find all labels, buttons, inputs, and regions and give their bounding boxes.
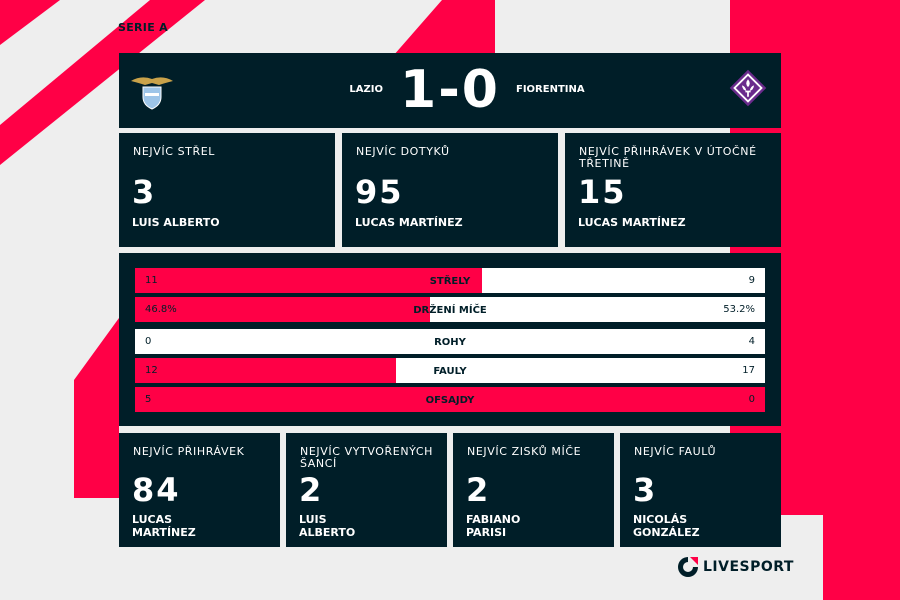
card-title: NEJVÍC FAULŮ <box>634 445 717 458</box>
home-value: 5 <box>145 394 152 405</box>
home-fill <box>135 387 765 412</box>
home-value: 46.8% <box>145 304 177 315</box>
fiorentina-lily-crest-icon <box>729 69 767 107</box>
away-team-name: FIORENTINA <box>516 84 585 95</box>
home-fill <box>135 297 430 322</box>
card-value: 84 <box>132 471 181 509</box>
away-value: 9 <box>748 275 755 286</box>
stat-label: ROHY <box>434 337 466 348</box>
brand-name: LIVESPORT <box>703 559 794 575</box>
top-card-touches: NEJVÍC DOTYKŮ 95 LUCAS MARTÍNEZ <box>342 133 558 247</box>
card-title: NEJVÍC PŘIHRÁVEK V ÚTOČNÉ TŘETINĚ <box>579 145 757 170</box>
player-second-line: GONZÁLEZ <box>633 526 700 539</box>
stat-row-shots: 11 STŘELY 9 <box>135 268 765 293</box>
away-value: 17 <box>742 365 755 376</box>
top-card-shots: NEJVÍC STŘEL 3 LUIS ALBERTO <box>119 133 335 247</box>
card-player: LUCAS MARTÍNEZ <box>355 216 463 229</box>
team-stats-panel: 11 STŘELY 9 46.8% DRŽENÍ MÍČE 53.2% 0 RO… <box>119 253 781 426</box>
card-value: 2 <box>466 471 491 509</box>
match-header: LAZIO 1-0 FIORENTINA <box>119 53 781 128</box>
livesport-logo-icon <box>678 557 698 577</box>
player-first-line: NICOLÁS <box>633 513 688 526</box>
home-team-name: LAZIO <box>349 84 383 95</box>
card-player: NICOLÁS GONZÁLEZ <box>633 513 700 539</box>
card-title: NEJVÍC ZISKŮ MÍČE <box>467 445 582 458</box>
card-title: NEJVÍC DOTYKŮ <box>356 145 450 158</box>
player-second-line: PARISI <box>466 526 507 539</box>
bottom-card-chances-created: NEJVÍC VYTVOŘENÝCH ŠANCÍ 2 LUIS ALBERTO <box>286 433 447 547</box>
home-value: 0 <box>145 336 152 347</box>
away-value: 53.2% <box>723 304 755 315</box>
player-first-line: LUCAS <box>132 513 173 526</box>
stat-row-offsides: 5 OFSAJDY 0 <box>135 387 765 412</box>
card-player: LUCAS MARTÍNEZ <box>578 216 686 229</box>
card-player: LUIS ALBERTO <box>299 513 355 539</box>
stat-label: DRŽENÍ MÍČE <box>413 305 487 316</box>
player-first-line: FABIANO <box>466 513 521 526</box>
stat-label: OFSAJDY <box>425 395 475 406</box>
stat-row-corners: 0 ROHY 4 <box>135 329 765 354</box>
stat-row-fouls: 12 FAULY 17 <box>135 358 765 383</box>
card-title: NEJVÍC PŘIHRÁVEK <box>133 445 245 458</box>
home-fill <box>135 268 482 293</box>
card-value: 15 <box>578 173 627 211</box>
stat-label: STŘELY <box>429 276 471 287</box>
stat-row-possession: 46.8% DRŽENÍ MÍČE 53.2% <box>135 297 765 322</box>
card-value: 95 <box>355 173 404 211</box>
player-first-line: LUIS <box>299 513 327 526</box>
card-value: 2 <box>299 471 324 509</box>
bg-stripe-top-left <box>0 0 60 45</box>
lazio-eagle-crest-icon <box>131 77 173 110</box>
bottom-card-fouls: NEJVÍC FAULŮ 3 NICOLÁS GONZÁLEZ <box>620 433 781 547</box>
card-player: LUCAS MARTÍNEZ <box>132 513 196 539</box>
card-player: LUIS ALBERTO <box>132 216 220 229</box>
league-name: SERIE A <box>118 21 168 34</box>
bottom-card-passes: NEJVÍC PŘIHRÁVEK 84 LUCAS MARTÍNEZ <box>119 433 280 547</box>
bg-stripe-top-left-2 <box>0 0 205 165</box>
top-card-final-third-passes: NEJVÍC PŘIHRÁVEK V ÚTOČNÉ TŘETINĚ 15 LUC… <box>565 133 781 247</box>
card-player: FABIANO PARISI <box>466 513 520 539</box>
home-value: 11 <box>145 275 158 286</box>
player-second-line: MARTÍNEZ <box>132 526 196 539</box>
card-value: 3 <box>633 471 658 509</box>
home-fill <box>135 358 396 383</box>
bg-stripe-left <box>74 318 119 498</box>
match-score: 1-0 <box>400 60 500 120</box>
card-value: 3 <box>132 173 157 211</box>
stat-label: FAULY <box>433 366 467 377</box>
card-title: NEJVÍC STŘEL <box>133 145 215 158</box>
away-value: 0 <box>748 394 755 405</box>
away-value: 4 <box>748 336 755 347</box>
bottom-card-recoveries: NEJVÍC ZISKŮ MÍČE 2 FABIANO PARISI <box>453 433 614 547</box>
player-second-line: ALBERTO <box>299 526 356 539</box>
card-title: NEJVÍC VYTVOŘENÝCH ŠANCÍ <box>300 445 434 470</box>
home-value: 12 <box>145 365 158 376</box>
